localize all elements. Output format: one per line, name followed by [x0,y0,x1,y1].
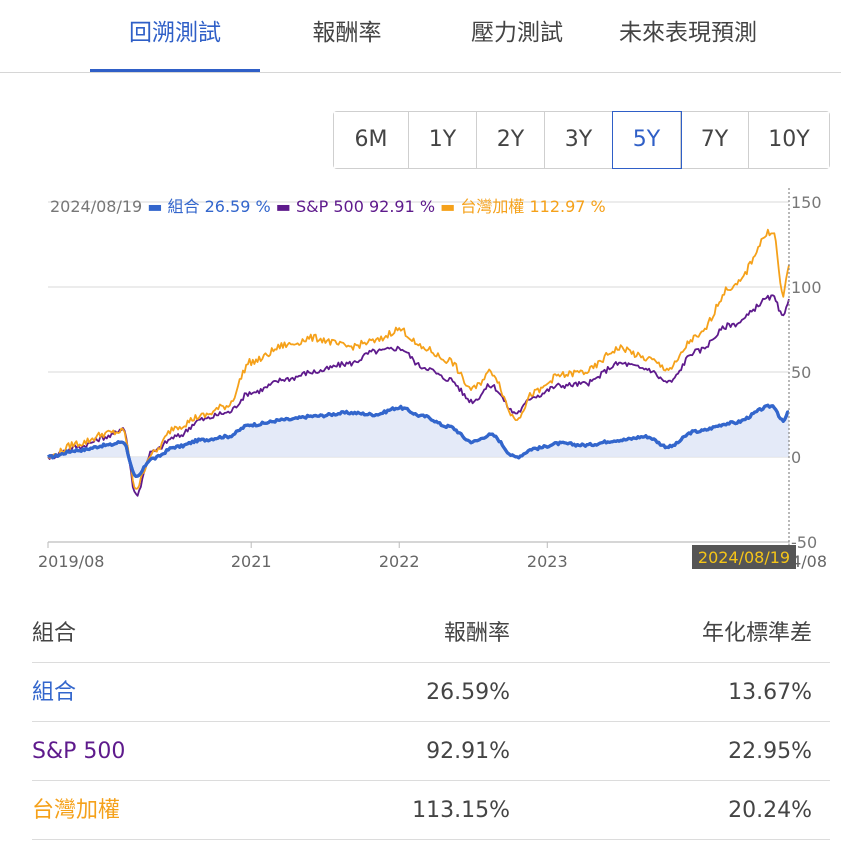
y-tick-label: 50 [791,363,811,382]
row-std: 13.67% [728,680,812,705]
chart-legend: 2024/08/19 ▬ 組合 26.59 % ▬ S&P 500 92.91 … [50,197,606,216]
stats-table: 組合 報酬率 年化標準差 組合 26.59% 13.67% S&P 500 92… [32,604,830,840]
range-10y-button[interactable]: 10Y [749,112,829,168]
row-return: 92.91% [426,739,510,764]
legend-date: 2024/08/19 [50,197,147,216]
row-return: 113.15% [412,798,510,823]
table-row: 台灣加權 113.15% 20.24% [32,781,830,840]
row-std: 20.24% [728,798,812,823]
tab-return[interactable]: 報酬率 [312,20,382,46]
tab-bar: 回溯測試 報酬率 壓力測試 未來表現預測 [0,0,841,73]
series-line-portfolio [47,403,790,478]
tab-backtest[interactable]: 回溯測試 [90,0,260,72]
y-tick-label: 0 [791,448,801,467]
chart-axes: 150100500-502019/082021202220232024/0820… [38,188,827,571]
y-tick-label: 100 [791,278,822,297]
chart-grid [48,201,789,543]
y-tick-label: 150 [791,193,822,212]
header-std: 年化標準差 [701,621,812,646]
series-line-1 [47,294,790,497]
table-row: S&P 500 92.91% 22.95% [32,722,830,781]
row-std: 22.95% [728,739,812,764]
range-selector: 6M 1Y 2Y 3Y 5Y 7Y 10Y [333,111,830,169]
x-tick-label: 2021 [231,552,272,571]
performance-chart[interactable]: 150100500-502019/082021202220232024/0820… [0,180,841,580]
legend-entry: ▬ 組合 26.59 % [147,197,270,216]
row-return: 26.59% [426,680,510,705]
chart-series [47,228,790,497]
row-name: 台灣加權 [32,798,121,823]
x-tick-label: 2019/08 [38,552,104,571]
range-7y-button[interactable]: 7Y [681,112,749,168]
header-portfolio: 組合 [32,621,77,646]
series-area-portfolio [48,405,789,477]
legend-entry: ▬ 台灣加權 112.97 % [435,197,606,216]
row-name: S&P 500 [32,739,126,764]
range-2y-button[interactable]: 2Y [477,112,545,168]
y-tick-label: -50 [791,533,817,552]
legend: 2024/08/19 ▬ 組合 26.59 % ▬ S&P 500 92.91 … [50,197,606,216]
legend-entry: ▬ S&P 500 92.91 % [271,197,435,216]
table-header: 組合 報酬率 年化標準差 [32,604,830,663]
cursor-date-box [692,545,796,569]
header-return: 報酬率 [443,621,510,646]
row-name: 組合 [32,680,77,705]
cursor-date-label: 2024/08/19 [698,548,790,567]
x-tick-label: 2022 [379,552,420,571]
tab-forecast[interactable]: 未來表現預測 [619,20,757,46]
series-line-2 [47,228,790,490]
range-1y-button[interactable]: 1Y [409,112,477,168]
table-row: 組合 26.59% 13.67% [32,663,830,722]
range-5y-button[interactable]: 5Y [612,111,682,169]
range-3y-button[interactable]: 3Y [545,112,613,168]
x-tick-label: 2023 [527,552,568,571]
tab-stress-test[interactable]: 壓力測試 [471,20,563,46]
range-6m-button[interactable]: 6M [334,112,409,168]
